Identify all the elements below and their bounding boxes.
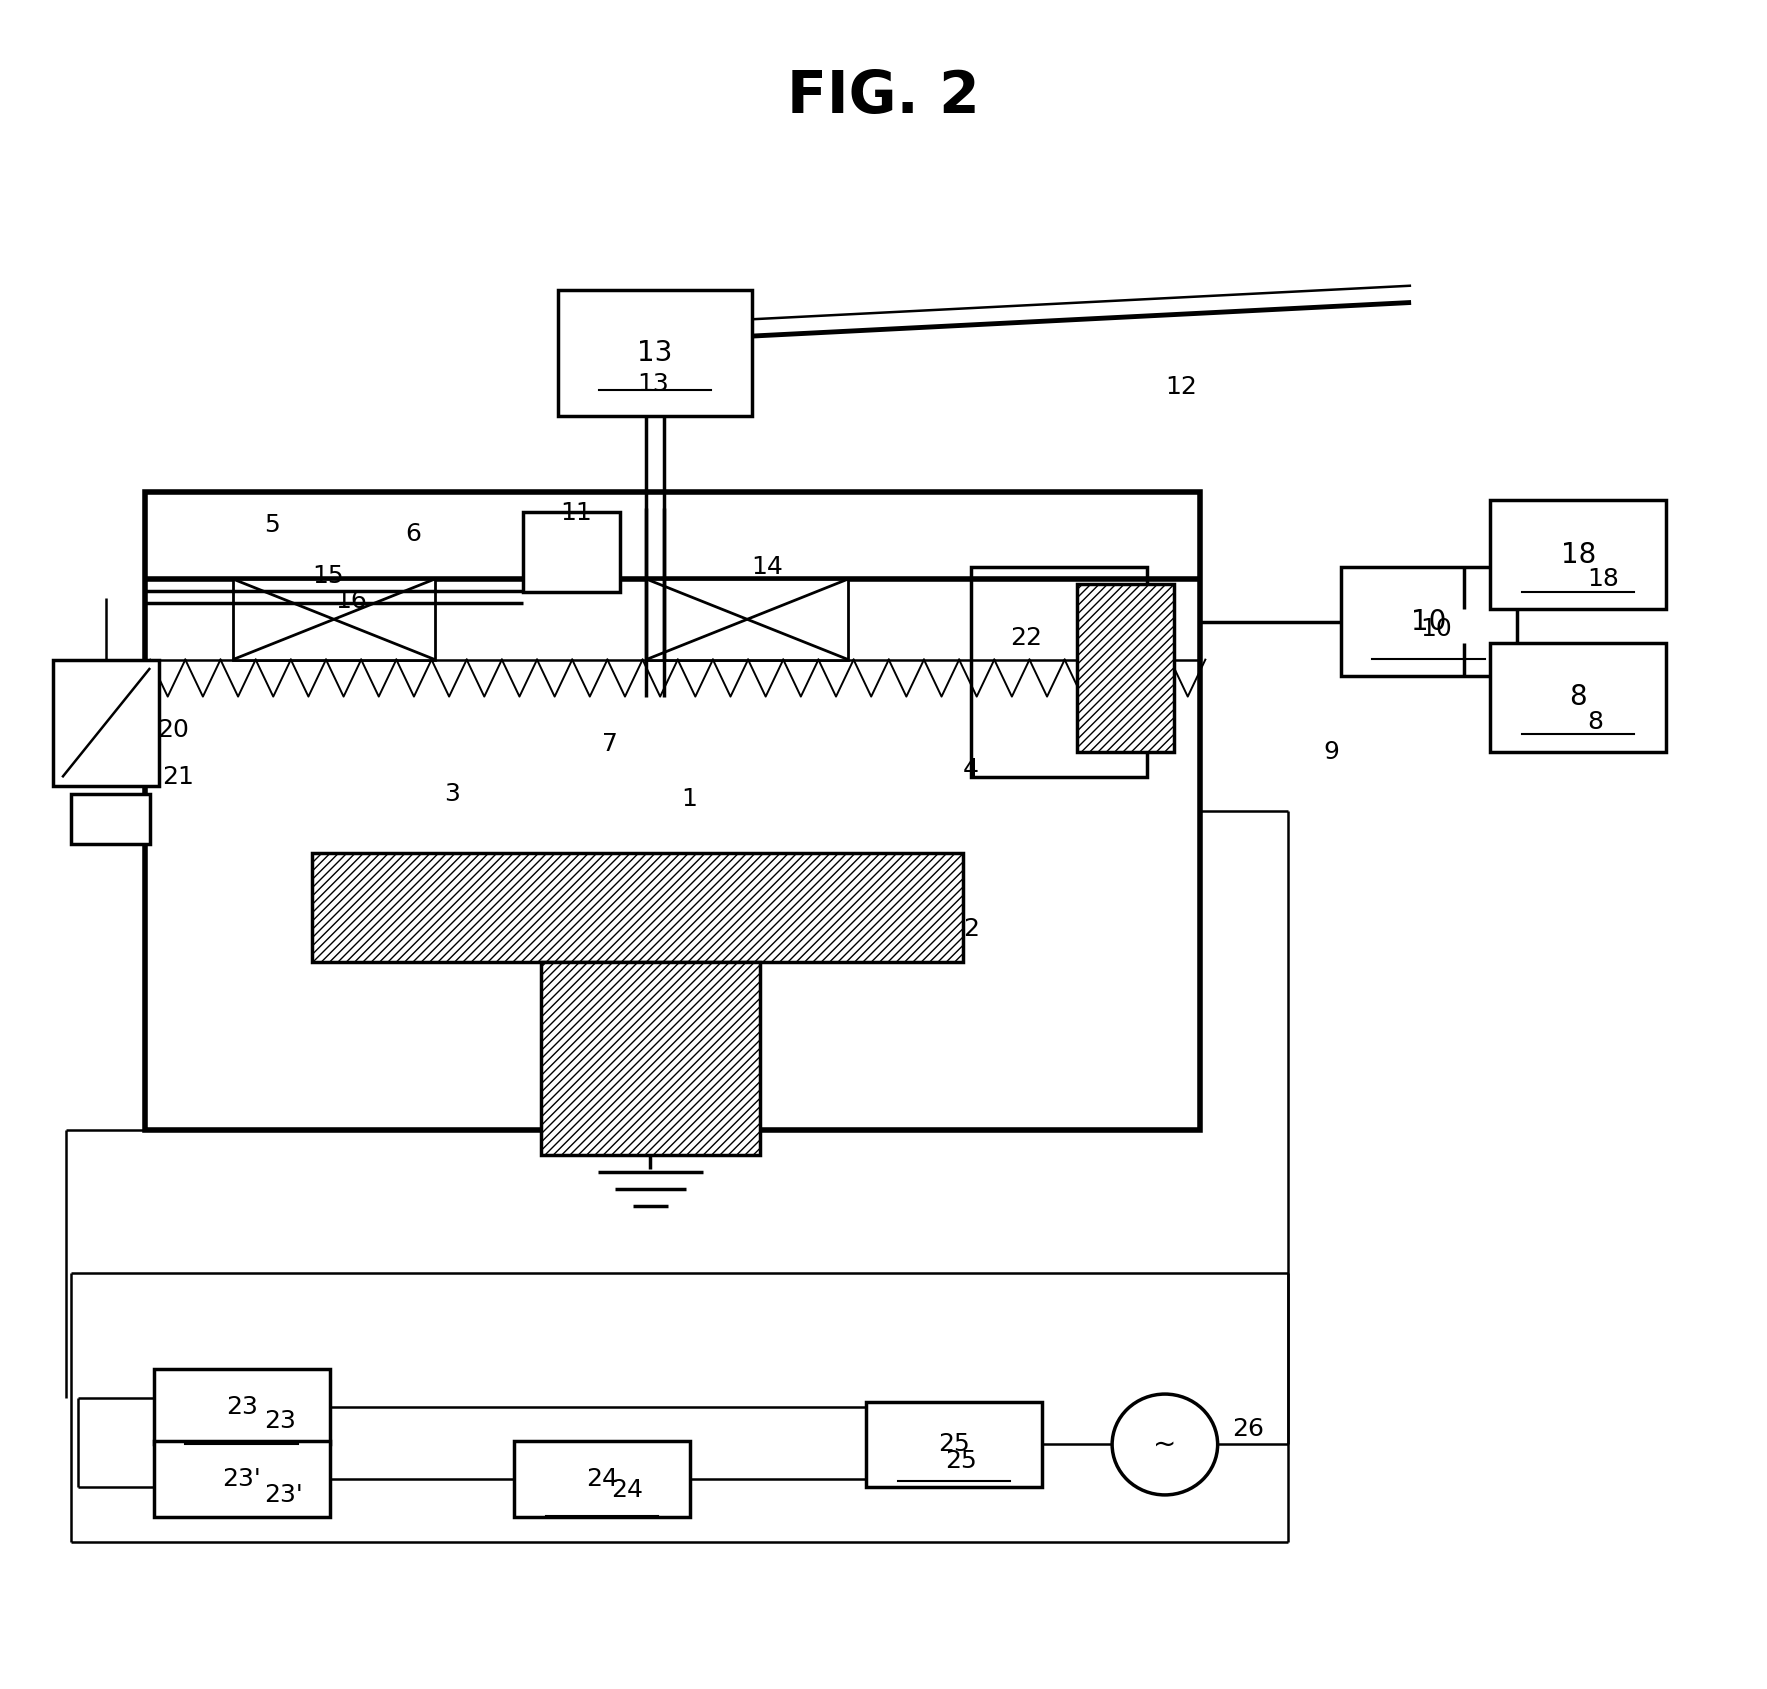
Text: 20: 20 <box>157 718 189 741</box>
Text: 5: 5 <box>265 513 281 537</box>
Text: ~: ~ <box>1154 1431 1177 1459</box>
Bar <box>1490 500 1666 610</box>
Text: 18: 18 <box>1587 568 1619 591</box>
Bar <box>1341 568 1516 676</box>
Text: 6: 6 <box>405 522 421 546</box>
Text: 10: 10 <box>1421 618 1452 642</box>
Bar <box>541 963 760 1155</box>
Bar <box>866 1402 1043 1486</box>
Bar <box>514 1441 691 1517</box>
Text: 15: 15 <box>313 564 343 588</box>
Text: 8: 8 <box>1569 684 1587 711</box>
Text: 25: 25 <box>938 1432 970 1456</box>
Bar <box>71 794 150 844</box>
Bar <box>53 660 159 785</box>
Text: 24: 24 <box>611 1478 643 1502</box>
Text: 3: 3 <box>444 782 459 806</box>
Bar <box>558 291 751 415</box>
Text: 13: 13 <box>638 339 673 367</box>
Bar <box>1076 584 1173 752</box>
Text: 13: 13 <box>638 372 670 395</box>
Text: 11: 11 <box>560 502 592 525</box>
Text: FIG. 2: FIG. 2 <box>786 68 981 125</box>
Bar <box>145 491 1200 1130</box>
Text: 18: 18 <box>1560 540 1596 569</box>
Text: 23': 23' <box>223 1468 262 1491</box>
Bar <box>1490 644 1666 752</box>
Text: 9: 9 <box>1323 740 1339 763</box>
Text: 23: 23 <box>226 1395 258 1419</box>
Text: 4: 4 <box>963 757 979 780</box>
Text: 7: 7 <box>603 731 618 755</box>
Bar <box>154 1368 329 1444</box>
Text: 14: 14 <box>751 556 783 579</box>
Bar <box>154 1441 329 1517</box>
Text: 10: 10 <box>1412 608 1447 635</box>
Text: 25: 25 <box>945 1449 977 1473</box>
Bar <box>523 512 620 593</box>
Text: 8: 8 <box>1587 709 1603 733</box>
Text: 23': 23' <box>265 1483 304 1507</box>
Text: 23: 23 <box>265 1409 297 1432</box>
Text: 24: 24 <box>587 1468 618 1491</box>
Bar <box>313 853 963 963</box>
Text: 16: 16 <box>334 589 368 613</box>
Bar <box>647 579 848 660</box>
Bar <box>233 579 435 660</box>
Text: 1: 1 <box>682 787 698 811</box>
Text: 2: 2 <box>963 917 979 941</box>
Text: 22: 22 <box>1011 627 1043 650</box>
Bar <box>972 568 1147 777</box>
Text: 12: 12 <box>1164 375 1196 399</box>
Text: 21: 21 <box>163 765 194 789</box>
Text: 26: 26 <box>1232 1417 1263 1441</box>
